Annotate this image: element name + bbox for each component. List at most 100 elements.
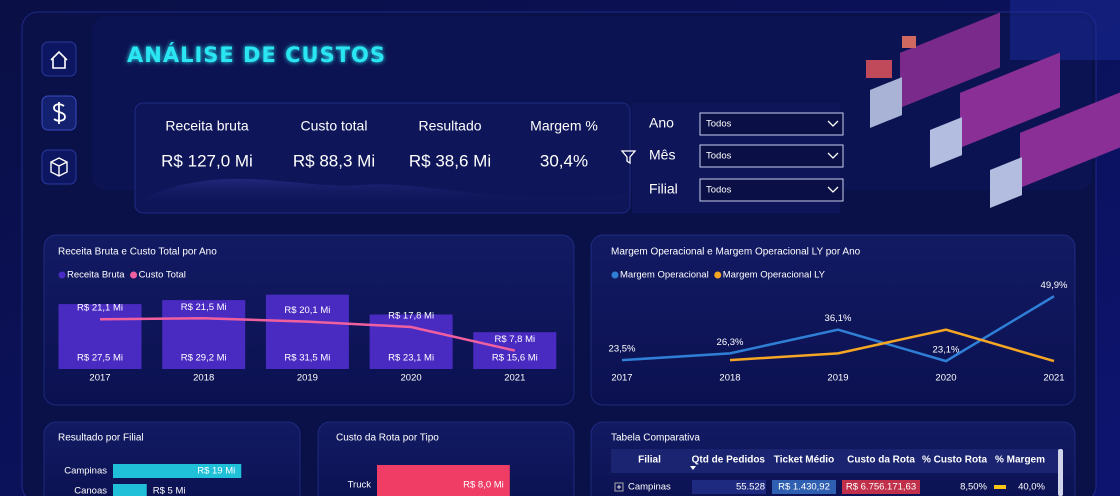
box-icon <box>50 157 68 177</box>
legend-marker <box>58 271 66 279</box>
y-tick-label: Campinas <box>64 466 107 477</box>
line-value-label: R$ 20,1 Mi <box>284 305 330 316</box>
kpi-label: Receita bruta <box>165 118 248 134</box>
cell-highlight <box>842 480 920 494</box>
panel <box>590 234 1076 406</box>
legend-label: Receita Bruta <box>67 270 125 281</box>
line-value-label: R$ 21,5 Mi <box>181 302 227 313</box>
sort-indicator <box>690 466 696 470</box>
x-tick-label: 2020 <box>401 373 422 384</box>
bar <box>113 464 242 478</box>
kpi-label: Custo total <box>301 118 368 134</box>
bar <box>58 304 142 369</box>
table-cell: Campinas <box>628 482 671 493</box>
bar <box>162 300 246 369</box>
x-tick-label: 2018 <box>719 373 740 384</box>
bar-value-label: R$ 31,5 Mi <box>284 353 330 364</box>
filter-icon[interactable] <box>620 150 637 165</box>
bar <box>265 294 349 369</box>
filter-value: Todos <box>706 151 732 162</box>
dollar-icon <box>53 102 66 124</box>
filter-label: Mês <box>649 147 675 163</box>
line-value-label: 23,5% <box>609 344 636 355</box>
legend-label: Custo Total <box>139 270 186 281</box>
line <box>99 317 516 352</box>
expand-button[interactable] <box>614 482 624 492</box>
cell-highlight <box>772 480 836 494</box>
legend-label: Margem Operacional <box>620 270 709 281</box>
bar <box>377 465 510 496</box>
kpi-value: R$ 88,3 Mi <box>293 151 375 170</box>
x-tick-label: 2021 <box>504 373 525 384</box>
line-value-label: 36,1% <box>825 313 852 324</box>
line-value-label: R$ 7,8 Mi <box>494 334 535 345</box>
filter-dropdown[interactable] <box>699 178 844 202</box>
filter-value: Todos <box>706 119 732 130</box>
x-tick-label: 2020 <box>935 373 956 384</box>
bar-value-label: R$ 8,0 Mi <box>463 480 504 491</box>
kpi-label: Margem % <box>530 118 598 134</box>
x-tick-label: 2017 <box>89 373 110 384</box>
bar-value-label: R$ 23,1 Mi <box>388 353 434 364</box>
expand-plus <box>617 485 621 489</box>
trucks-illustration <box>866 0 1120 208</box>
bar-value-label: R$ 5 Mi <box>153 486 186 496</box>
table-header: Custo da Rota <box>847 455 915 466</box>
kpi-value: R$ 127,0 Mi <box>161 151 253 170</box>
sidebar <box>41 41 77 185</box>
y-tick-label: Canoas <box>74 486 107 496</box>
dashboard-title: ANÁLISE DE CUSTOS <box>127 42 386 67</box>
cell-highlight <box>994 485 1006 489</box>
kpi-label: Resultado <box>418 118 481 134</box>
table-header: Ticket Médio <box>774 455 834 466</box>
legend-marker <box>611 271 619 279</box>
line-value-label: R$ 21,1 Mi <box>77 303 123 314</box>
line <box>729 328 1055 363</box>
dropdown-chevron <box>827 120 839 127</box>
kpi-value: 30,4% <box>540 151 588 170</box>
table-header: % Custo Rota <box>922 455 987 466</box>
chart-title: Receita Bruta e Custo Total por Ano <box>58 247 217 258</box>
table-header: % Margem <box>995 455 1045 466</box>
table-cell: 8,50% <box>960 482 987 493</box>
legend-marker <box>714 271 722 279</box>
line-value-label: 26,3% <box>717 337 744 348</box>
line-value-label: 49,9% <box>1041 280 1068 291</box>
bar <box>113 484 147 496</box>
filter-dropdown[interactable] <box>699 144 844 168</box>
line-value-label: 23,1% <box>933 345 960 356</box>
legend-label: Margem Operacional LY <box>723 270 826 281</box>
chart-title: Resultado por Filial <box>58 433 144 444</box>
home-button[interactable] <box>41 41 77 77</box>
home-icon <box>50 50 68 69</box>
scrollbar <box>1058 449 1063 496</box>
filter-label: Ano <box>649 115 674 131</box>
chart-title: Custo da Rota por Tipo <box>336 433 439 444</box>
legend-marker <box>130 271 138 279</box>
line-value-label: R$ 17,8 Mi <box>388 311 434 322</box>
table-cell: R$ 6.756.171,63 <box>846 482 916 493</box>
table-header: Qtd de Pedidos <box>692 455 766 466</box>
filter-value: Todos <box>706 185 732 196</box>
bar-value-label: R$ 15,6 Mi <box>492 353 538 364</box>
table-cell: R$ 1.430,92 <box>778 482 830 493</box>
dropdown-chevron <box>827 186 839 193</box>
chart-title: Margem Operacional e Margem Operacional … <box>611 247 861 258</box>
cell-highlight <box>692 480 766 494</box>
table-cell: 40,0% <box>1018 482 1045 493</box>
x-tick-label: 2018 <box>193 373 214 384</box>
bar-value-label: R$ 19 Mi <box>197 466 235 477</box>
table-cell: 55.528 <box>736 482 765 493</box>
bar <box>369 314 453 369</box>
kpi-wave <box>140 178 625 208</box>
table-header: Filial <box>638 455 661 466</box>
bar-value-label: R$ 29,2 Mi <box>181 353 227 364</box>
filter-dropdown[interactable] <box>699 112 844 136</box>
bar-value-label: R$ 27,5 Mi <box>77 353 123 364</box>
x-tick-label: 2019 <box>827 373 848 384</box>
dropdown-chevron <box>827 152 839 159</box>
y-tick-label: Truck <box>348 480 372 491</box>
table-title: Tabela Comparativa <box>611 433 700 444</box>
